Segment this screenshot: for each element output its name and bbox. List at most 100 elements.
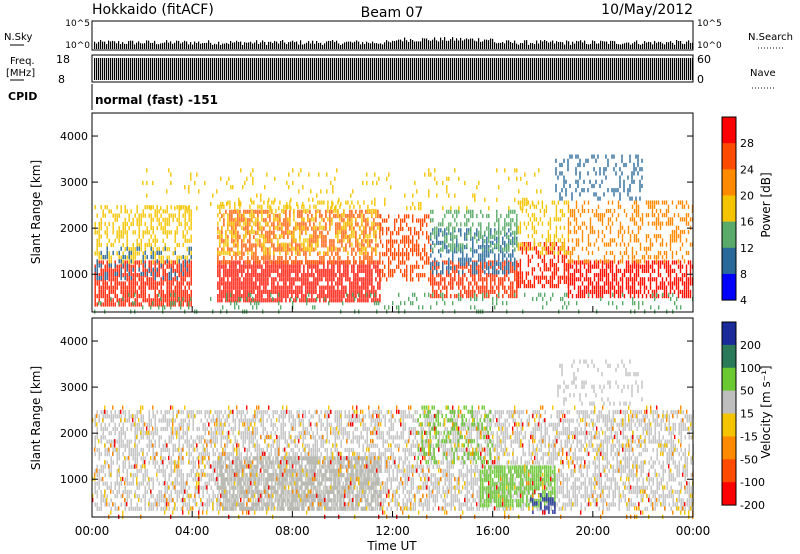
nsky-bar [120, 44, 122, 49]
heatmap-cell [531, 284, 534, 289]
heatmap-cell [265, 264, 267, 269]
freq-bar [162, 58, 164, 80]
heatmap-cell [118, 255, 120, 260]
freq-bar [106, 58, 108, 80]
heatmap-cell [313, 264, 315, 269]
heatmap-cell [635, 213, 638, 218]
heatmap-cell [470, 294, 472, 299]
heatmap-cell [510, 226, 512, 231]
heatmap-cell [231, 247, 233, 252]
heatmap-cell [329, 213, 331, 219]
heatmap-cell [247, 264, 249, 269]
heatmap-cell [482, 253, 484, 258]
heatmap-cell [166, 298, 168, 303]
heatmap-cell [629, 264, 632, 269]
freq-bar [578, 58, 580, 80]
nsky-bar [552, 40, 554, 49]
heatmap-cell [613, 188, 615, 193]
heatmap-cell [689, 289, 692, 294]
heatmap-cell [418, 235, 420, 240]
heatmap-cell [323, 250, 325, 256]
heatmap-cell [379, 268, 381, 273]
heatmap-cell [140, 277, 142, 282]
heatmap-cell [589, 179, 591, 184]
heatmap-cell [301, 225, 303, 230]
heatmap-cell [359, 209, 361, 214]
heatmap-cell [633, 208, 636, 214]
heatmap-cell [615, 264, 618, 269]
heatmap-cell [251, 247, 253, 252]
heatmap-cell [490, 228, 492, 233]
freq-bar [460, 58, 462, 80]
heatmap-cell [267, 255, 269, 261]
heatmap-cell [160, 259, 162, 264]
heatmap-cell [516, 289, 518, 294]
heatmap-cell [671, 229, 674, 235]
heatmap-cell [235, 298, 237, 303]
heatmap-cell [156, 213, 158, 218]
nsky-bar [434, 37, 436, 49]
freq-bar [294, 58, 296, 80]
heatmap-cell [241, 294, 243, 299]
heatmap-cell [426, 214, 428, 219]
heatmap-cell [579, 277, 582, 282]
heatmap-cell [527, 263, 530, 268]
heatmap-cell [219, 234, 221, 239]
heatmap-cell [142, 264, 144, 269]
freq-bar [666, 58, 668, 80]
heatmap-cell [619, 179, 621, 184]
heatmap-cell [245, 234, 247, 239]
nsky-bar [524, 40, 526, 49]
heatmap-cell [355, 234, 357, 240]
heatmap-cell [575, 171, 577, 176]
heatmap-cell [339, 247, 341, 252]
heatmap-cell [94, 298, 96, 303]
heatmap-cell [102, 302, 104, 307]
heatmap-cell [221, 247, 223, 252]
freq-bar [556, 58, 558, 80]
heatmap-cell [502, 240, 504, 245]
heatmap-cell [347, 260, 349, 265]
heatmap-cell [275, 260, 277, 265]
heatmap-cell [138, 230, 140, 235]
heatmap-cell [289, 247, 291, 252]
heatmap-cell [581, 238, 584, 243]
heatmap-cell [496, 261, 498, 266]
heatmap-cell [265, 209, 267, 214]
heatmap-cell [104, 230, 106, 235]
freq-bar [248, 58, 250, 80]
heatmap-cell [474, 232, 476, 237]
heatmap-cell [108, 209, 110, 214]
heatmap-cell [452, 226, 454, 231]
heatmap-cell [339, 222, 341, 227]
heatmap-cell [661, 221, 664, 226]
heatmap-cell [563, 279, 566, 284]
heatmap-cell [227, 298, 229, 303]
heatmap-cell [150, 217, 152, 222]
heatmap-cell [619, 167, 621, 172]
heatmap-cell [641, 221, 644, 226]
heatmap-cell [607, 264, 610, 269]
heatmap-cell [291, 281, 293, 286]
heatmap-cell [406, 264, 408, 269]
heatmap-cell [669, 285, 672, 290]
heatmap-cell [114, 268, 116, 273]
nsky-bar [248, 42, 250, 49]
heatmap-cell [353, 294, 355, 299]
heatmap-cell [369, 264, 371, 269]
nsky-bar [466, 38, 468, 49]
heatmap-cell [533, 267, 536, 272]
heatmap-cell [122, 289, 124, 294]
heatmap-cell [136, 302, 138, 307]
heatmap-cell [633, 285, 636, 290]
nsky-bar [246, 42, 248, 49]
nsky-bar [284, 42, 286, 49]
heatmap-cell [597, 204, 600, 209]
heatmap-cell [112, 285, 114, 290]
heatmap-cell [446, 249, 448, 254]
heatmap-cell [474, 277, 476, 282]
heatmap-cell [667, 268, 670, 273]
heatmap-cell [329, 209, 331, 214]
heatmap-cell [359, 285, 361, 290]
heatmap-cell [367, 289, 369, 294]
